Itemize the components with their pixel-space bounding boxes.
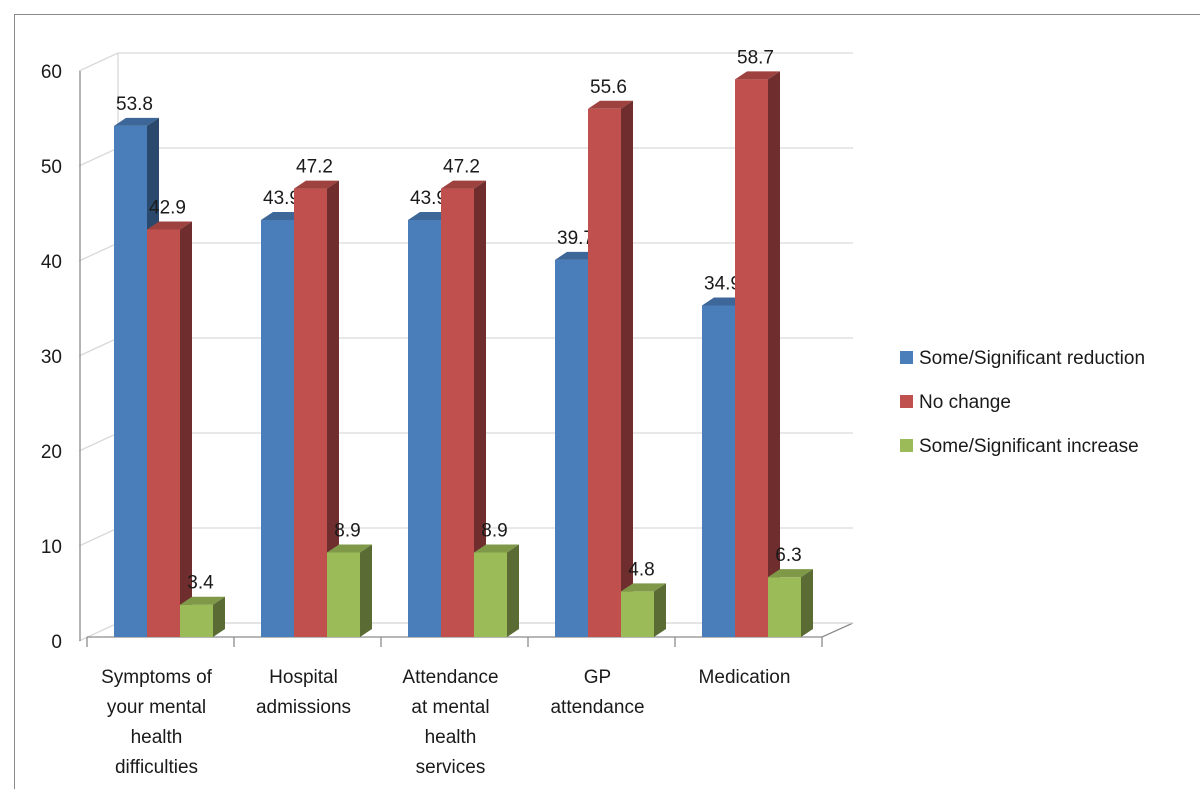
data-label: 3.4 xyxy=(187,573,214,594)
data-label: 47.2 xyxy=(296,157,333,178)
bar-top-face xyxy=(768,569,813,578)
bar-side-face xyxy=(507,544,519,637)
bar-side-face xyxy=(801,569,813,637)
data-label: 42.9 xyxy=(149,197,186,218)
y-tick-label: 40 xyxy=(41,252,62,273)
bar-side-face xyxy=(654,583,666,637)
bar-side-face xyxy=(768,71,780,638)
bar-top-face xyxy=(180,596,225,605)
x-category-label: admissions xyxy=(256,697,351,718)
gridline-diagonal xyxy=(78,337,119,357)
legend-swatch xyxy=(900,351,913,364)
data-label: 43.9 xyxy=(263,188,300,209)
bar-top-face xyxy=(735,71,780,80)
x-category-label: Medication xyxy=(699,667,791,688)
x-category-label: at mental xyxy=(411,697,489,718)
bar xyxy=(588,108,621,638)
bar xyxy=(147,229,180,637)
bar xyxy=(474,552,507,637)
bar-top-face xyxy=(147,221,192,230)
bar xyxy=(735,79,768,638)
data-label: 47.2 xyxy=(443,157,480,178)
bar xyxy=(702,305,735,637)
bar-side-face xyxy=(327,180,339,637)
data-label: 55.6 xyxy=(590,77,627,98)
bar-top-face xyxy=(588,100,633,109)
data-label: 4.8 xyxy=(628,559,654,580)
bar xyxy=(768,577,801,637)
bar xyxy=(555,259,588,637)
bar xyxy=(441,188,474,637)
data-label: 6.3 xyxy=(775,545,801,566)
y-tick-label: 50 xyxy=(41,157,62,178)
gridline-diagonal xyxy=(78,622,119,642)
data-label: 58.7 xyxy=(737,47,774,68)
y-tick-label: 20 xyxy=(41,442,62,463)
bar-top-face xyxy=(441,180,486,189)
y-tick-label: 60 xyxy=(41,62,62,83)
bar xyxy=(180,604,213,637)
legend-label: Some/Significant increase xyxy=(919,436,1139,457)
floor-right-edge xyxy=(821,622,854,638)
y-tick-label: 10 xyxy=(41,537,62,558)
x-category-label: health xyxy=(425,727,477,748)
bar xyxy=(327,552,360,637)
legend-label: Some/Significant reduction xyxy=(919,348,1145,369)
x-category-label: Symptoms of xyxy=(101,667,213,688)
x-category-label: attendance xyxy=(550,697,644,718)
x-category-label: health xyxy=(131,727,183,748)
data-label: 8.9 xyxy=(334,520,360,541)
bar-top-face xyxy=(294,180,339,189)
bar-side-face xyxy=(213,596,225,637)
gridline-diagonal xyxy=(78,432,119,452)
data-label: 39.7 xyxy=(557,228,594,249)
x-category-label: your mental xyxy=(107,697,206,718)
legend-swatch xyxy=(900,395,913,408)
x-category-label: Hospital xyxy=(269,667,338,688)
bar xyxy=(294,188,327,637)
x-category-label: difficulties xyxy=(115,757,198,778)
data-label: 8.9 xyxy=(481,520,507,541)
gridline-diagonal xyxy=(78,242,119,262)
data-label: 43.9 xyxy=(410,188,447,209)
bar-side-face xyxy=(621,100,633,638)
x-category-label: Attendance xyxy=(402,667,498,688)
y-tick-label: 0 xyxy=(51,632,62,653)
bar-top-face xyxy=(621,583,666,592)
bar xyxy=(621,591,654,637)
bar xyxy=(114,125,147,638)
legend-swatch xyxy=(900,439,913,452)
bar-side-face xyxy=(180,221,192,637)
data-label: 34.9 xyxy=(704,273,741,294)
bar-side-face xyxy=(474,180,486,637)
data-label: 53.8 xyxy=(116,94,153,115)
gridline-diagonal xyxy=(78,52,119,72)
x-category-label: services xyxy=(416,757,486,778)
bar-side-face xyxy=(360,544,372,637)
bar-top-face xyxy=(474,544,519,553)
legend-label: No change xyxy=(919,392,1011,413)
x-category-label: GP xyxy=(584,667,611,688)
bar-top-face xyxy=(114,117,159,126)
y-tick-label: 30 xyxy=(41,347,62,368)
gridline-diagonal xyxy=(78,147,119,167)
gridline-diagonal xyxy=(78,527,119,547)
bar xyxy=(261,219,294,637)
bar-top-face xyxy=(327,544,372,553)
bar xyxy=(408,219,441,637)
